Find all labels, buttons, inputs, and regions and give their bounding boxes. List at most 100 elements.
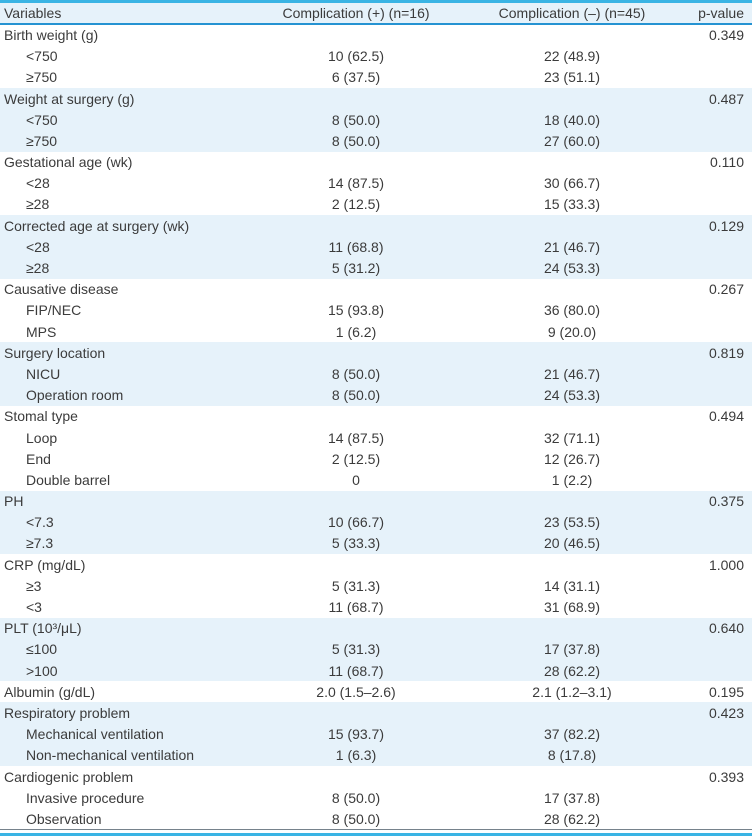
p-value-cell: 0.423 [682, 702, 752, 724]
complication-negative-cell: 27 (60.0) [462, 130, 682, 152]
complication-positive-cell [250, 24, 462, 45]
p-value-cell: 0.819 [682, 342, 752, 364]
variable-subcategory-cell: >100 [0, 660, 250, 682]
variable-cell: Respiratory problem [0, 702, 250, 724]
col-header-p-value: p-value [682, 3, 752, 26]
variable-cell: Cardiogenic problem [4, 768, 134, 785]
complication-positive-cell: 14 (87.5) [327, 175, 385, 192]
variable-subcategory-cell: <750 [0, 109, 250, 131]
variable-cell: Gestational age (wk) [4, 154, 133, 171]
complication-negative-cell: 31 (68.9) [543, 599, 601, 616]
complication-negative-cell: 28 (62.2) [462, 660, 682, 682]
p-value-cell: 0.267 [708, 281, 744, 298]
complication-negative-cell [462, 406, 682, 427]
complication-positive-cell [250, 702, 462, 724]
variable-subcategory-cell: <28 [0, 236, 250, 258]
p-value-cell: 0.487 [682, 87, 752, 110]
variable-subcategory-cell: Non-mechanical ventilation [0, 744, 250, 766]
p-value-cell [682, 744, 752, 766]
complication-positive-cell [250, 766, 462, 787]
sub-row: <750 10 (62.5) 22 (48.9) [0, 46, 752, 67]
variable-subcategory-cell: ≥750 [26, 69, 58, 86]
sub-row: ≥750 6 (37.5) 23 (51.1) [0, 67, 752, 88]
variable-subcategory-cell: <750 [26, 48, 58, 65]
variable-cell: Weight at surgery (g) [0, 87, 250, 110]
complication-positive-cell: 8 (50.0) [331, 789, 381, 806]
complication-positive-cell [250, 152, 462, 173]
complication-negative-cell: 30 (66.7) [543, 175, 601, 192]
table-body: Birth weight (g) 0.349 <750 10 (62.5) 22 (48… [0, 24, 752, 831]
group-row: Gestational age (wk) 0.110 [0, 152, 752, 173]
complication-positive-cell: 10 (62.5) [327, 48, 385, 65]
group-row: Birth weight (g) 0.349 [0, 24, 752, 45]
complication-negative-cell [462, 24, 682, 45]
variable-subcategory-cell: <7.3 [0, 511, 250, 533]
complication-positive-cell: 15 (93.8) [327, 302, 385, 319]
complication-negative-cell: 15 (33.3) [543, 196, 601, 213]
variable-subcategory-cell: NICU [0, 363, 250, 385]
sub-row: Invasive procedure 8 (50.0) 17 (37.8) [0, 787, 752, 808]
complication-positive-cell: 14 (87.5) [327, 429, 385, 446]
p-value-cell [682, 300, 752, 321]
col-header-complication-positive: Complication (+) (n=16) [250, 3, 462, 26]
sub-row: End 2 (12.5) 12 (26.7) [0, 448, 752, 469]
p-value-cell [682, 511, 752, 533]
complication-positive-cell: 1 (6.2) [335, 323, 377, 340]
complication-positive-cell [250, 554, 462, 575]
sub-row: Non-mechanical ventilation 1 (6.3) 8 (17.8… [0, 744, 752, 766]
p-value-cell: 1.000 [708, 556, 744, 573]
complication-positive-cell: 5 (31.3) [250, 638, 462, 661]
variable-cell: CRP (mg/dL) [4, 556, 86, 573]
complication-positive-cell: 8 (50.0) [250, 130, 462, 152]
col-header-variables: Variables [0, 3, 250, 26]
sub-row: ≥3 5 (31.3) 14 (31.1) [0, 575, 752, 596]
complication-positive-cell [250, 617, 462, 639]
variable-subcategory-cell: ≤100 [0, 638, 250, 661]
p-value-cell: 0.349 [708, 27, 744, 44]
complication-positive-cell: 6 (37.5) [331, 69, 381, 86]
sub-row: MPS 1 (6.2) 9 (20.0) [0, 321, 752, 342]
sub-row: NICU 8 (50.0) 21 (46.7) [0, 363, 752, 385]
complication-positive-cell: 11 (68.7) [250, 660, 462, 682]
sub-row: Double barrel 0 1 (2.2) [0, 469, 752, 490]
complication-positive-cell: 2 (12.5) [331, 196, 381, 213]
complication-negative-cell [462, 554, 682, 575]
complication-positive-cell: 8 (50.0) [250, 808, 462, 831]
p-value-cell [682, 173, 752, 194]
group-row: Stomal type 0.494 [0, 406, 752, 427]
complication-positive-cell: 2.0 (1.5–2.6) [316, 683, 396, 700]
col-header-complication-negative: Complication (–) (n=45) [462, 3, 682, 26]
complication-positive-cell: 5 (31.3) [331, 577, 381, 594]
group-row: CRP (mg/dL) 1.000 [0, 554, 752, 575]
sub-row: >100 11 (68.7) 28 (62.2) [0, 660, 752, 682]
complication-negative-cell: 17 (37.8) [543, 789, 601, 806]
complication-negative-cell [462, 617, 682, 639]
variable-subcategory-cell: ≥7.3 [0, 532, 250, 555]
p-value-cell: 0.129 [682, 215, 752, 237]
p-value-cell [682, 808, 752, 831]
table-header: Variables Complication (+) (n=16) Compli… [0, 3, 752, 26]
sub-row: FIP/NEC 15 (93.8) 36 (80.0) [0, 300, 752, 321]
p-value-cell [682, 532, 752, 555]
p-value-cell [682, 787, 752, 808]
complication-negative-cell [462, 279, 682, 300]
sub-row: Operation room 8 (50.0) 24 (53.3) [0, 384, 752, 406]
variable-cell: Corrected age at surgery (wk) [0, 215, 250, 237]
group-row: Corrected age at surgery (wk) 0.129 [0, 215, 752, 237]
p-value-cell [682, 236, 752, 258]
variable-subcategory-cell: FIP/NEC [26, 302, 82, 319]
complication-negative-cell: 24 (53.3) [462, 384, 682, 406]
variable-cell: Stomal type [4, 408, 78, 425]
p-value-cell [682, 660, 752, 682]
complication-negative-cell: 24 (53.3) [462, 257, 682, 279]
complication-positive-cell [250, 342, 462, 364]
p-value-cell [682, 321, 752, 342]
variable-subcategory-cell: Loop [26, 429, 58, 446]
p-value-cell [682, 469, 752, 490]
variable-subcategory-cell: Mechanical ventilation [0, 723, 250, 745]
complication-positive-cell [250, 279, 462, 300]
p-value-cell: 0.393 [708, 768, 744, 785]
complication-positive-cell: 5 (31.2) [250, 257, 462, 279]
complication-positive-cell: 11 (68.8) [250, 236, 462, 258]
